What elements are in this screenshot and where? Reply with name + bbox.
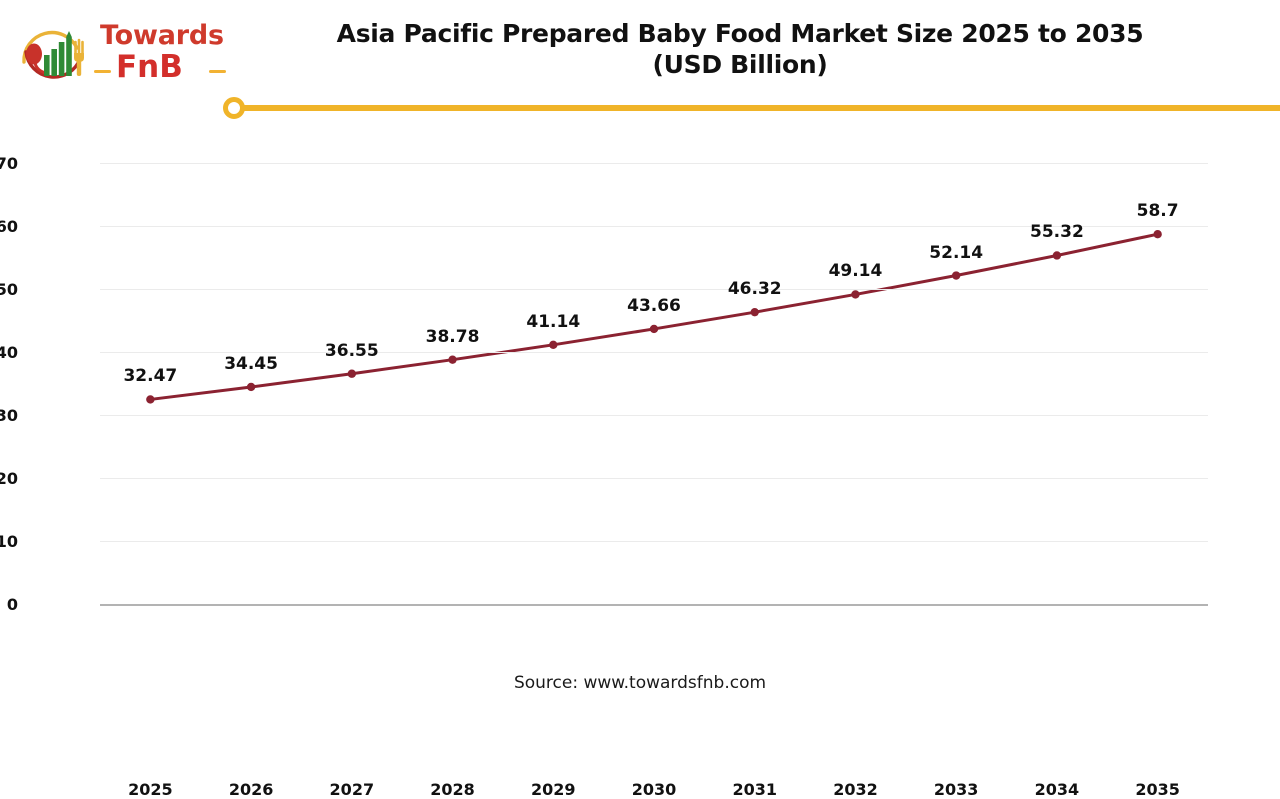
y-axis-tick-label: 60 — [0, 217, 18, 236]
gridline — [100, 352, 1208, 353]
x-axis-tick-label: 2030 — [631, 780, 677, 799]
y-axis-tick-label: 50 — [0, 280, 18, 299]
x-axis-tick-label: 2026 — [228, 780, 274, 799]
data-point-label: 55.32 — [1030, 222, 1084, 243]
series-line — [146, 229, 1162, 404]
brand-wordmark: Towards FnB — [94, 20, 226, 90]
data-point-label: 46.32 — [727, 279, 782, 300]
data-point-marker[interactable] — [246, 382, 256, 392]
data-point-label: 38.78 — [425, 326, 480, 347]
line-chart: 70 60 50 40 30 20 10 0 2025 2026 2027 2028 2029 2030 2… — [0, 154, 1208, 799]
y-axis-tick-label: 0 — [6, 595, 18, 614]
data-point-label: 36.55 — [324, 340, 379, 361]
divider-line — [234, 105, 1280, 111]
y-axis-tick-label: 40 — [0, 343, 18, 362]
gridline — [100, 541, 1208, 542]
divider-dot-icon — [223, 97, 245, 119]
x-axis-line — [100, 604, 1208, 606]
brand-name-fnb: FnB — [116, 49, 183, 85]
data-point-label: 49.14 — [828, 261, 883, 282]
data-point-marker[interactable] — [347, 369, 357, 378]
brand-logo[interactable]: Towards FnB — [14, 18, 226, 90]
data-point-label: 34.45 — [224, 353, 278, 374]
x-axis-tick-label: 2025 — [128, 780, 173, 799]
data-point-marker[interactable] — [851, 290, 860, 299]
gridline — [100, 163, 1208, 164]
x-axis-tick-label: 2028 — [430, 780, 475, 799]
y-axis-tick-label: 20 — [0, 469, 18, 488]
header-divider — [0, 96, 1280, 120]
wordmark-dash-right-icon — [209, 70, 226, 73]
x-axis-tick-label: 2027 — [329, 780, 375, 799]
x-axis-tick-label: 2031 — [732, 780, 777, 799]
page-title: Asia Pacific Prepared Baby Food Market S… — [240, 18, 1240, 80]
page-title-line1: Asia Pacific Prepared Baby Food Market S… — [336, 19, 1144, 48]
data-point-marker[interactable] — [448, 355, 457, 364]
y-axis-tick-label: 30 — [0, 406, 18, 425]
brand-name-towards: Towards — [100, 20, 224, 51]
series-polyline — [148, 232, 1160, 401]
x-axis-tick-label: 2034 — [1034, 780, 1080, 799]
data-point-marker[interactable] — [1052, 251, 1062, 260]
x-axis-tick-label: 2035 — [1135, 780, 1180, 799]
data-point-label: 41.14 — [526, 311, 581, 332]
data-point-label: 52.14 — [929, 242, 984, 263]
source-caption: Source: www.towardsfnb.com — [513, 673, 767, 693]
gridline — [100, 289, 1208, 290]
y-axis-tick-label: 70 — [0, 154, 18, 173]
x-axis-tick-label: 2029 — [531, 780, 576, 799]
data-point-marker[interactable] — [951, 271, 961, 280]
x-axis-tick-label: 2032 — [833, 780, 878, 799]
data-point-marker[interactable] — [146, 395, 155, 404]
towards-fnb-logo-icon — [14, 18, 92, 90]
data-point-label: 58.7 — [1136, 201, 1179, 222]
gridline — [100, 478, 1208, 479]
page-title-line2: (USD Billion) — [652, 50, 828, 79]
gridline — [100, 415, 1208, 416]
data-point-label: 43.66 — [627, 295, 681, 316]
data-point-marker[interactable] — [750, 307, 759, 317]
brand-name-fnb-row: FnB — [94, 49, 226, 89]
x-axis-tick-label: 2033 — [933, 780, 979, 799]
gridline — [100, 226, 1208, 227]
header: Towards FnB Asia Pacific Prepared Baby F… — [0, 0, 1280, 100]
data-point-marker[interactable] — [1153, 229, 1162, 239]
plot-area: 70 60 50 40 30 20 10 0 2025 2026 2027 2028 2029 2030 2… — [0, 154, 1208, 799]
data-point-marker[interactable] — [649, 324, 659, 334]
data-point-marker[interactable] — [549, 340, 558, 350]
data-point-label: 32.47 — [123, 366, 178, 387]
y-axis-tick-label: 10 — [0, 532, 18, 551]
wordmark-dash-left-icon — [94, 70, 111, 73]
